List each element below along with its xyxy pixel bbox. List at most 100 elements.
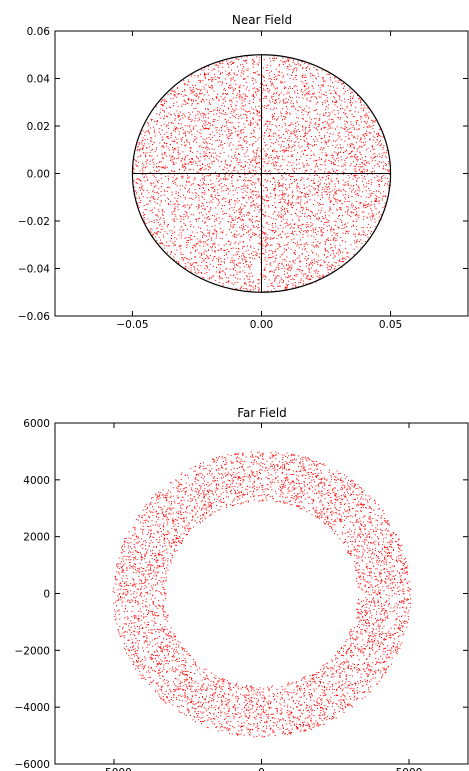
- near-field-point: [372, 122, 374, 124]
- near-field-point: [258, 204, 260, 206]
- near-field-point: [266, 96, 267, 98]
- near-field-point: [304, 149, 305, 151]
- near-field-point: [199, 169, 201, 171]
- near-field-point: [163, 236, 165, 238]
- near-field-point: [290, 131, 292, 133]
- near-field-point: [200, 241, 202, 242]
- near-field-point: [182, 90, 183, 92]
- near-field-point: [258, 166, 260, 168]
- near-field-point: [157, 231, 159, 233]
- near-field-point: [160, 242, 162, 244]
- near-field-point: [286, 189, 288, 191]
- near-field-point: [243, 183, 245, 185]
- near-field-point: [225, 198, 227, 200]
- near-field-point: [352, 178, 354, 180]
- near-field-point: [209, 167, 211, 169]
- near-field-point: [307, 226, 309, 228]
- near-field-point: [262, 196, 264, 198]
- near-field-point: [305, 76, 307, 78]
- near-field-point: [264, 80, 266, 82]
- near-field-point: [259, 288, 261, 290]
- near-field-point: [289, 58, 291, 60]
- near-field-point: [276, 87, 278, 89]
- near-field-point: [311, 262, 313, 264]
- near-field-point: [204, 155, 206, 157]
- near-field-point: [275, 275, 277, 277]
- near-field-point: [233, 264, 235, 266]
- near-field-point: [373, 120, 375, 122]
- near-field-point: [241, 69, 243, 71]
- near-field-point: [198, 204, 200, 206]
- near-field-point: [206, 218, 208, 220]
- near-field-point: [350, 92, 352, 94]
- near-field-point: [327, 188, 329, 190]
- near-field-point: [222, 213, 224, 215]
- near-field-point: [338, 254, 340, 256]
- near-field-point: [249, 268, 251, 270]
- near-field-point: [388, 163, 390, 165]
- near-field-point: [310, 136, 312, 137]
- near-field-point: [308, 164, 310, 166]
- near-field-point: [334, 183, 336, 185]
- near-field-point: [293, 205, 294, 207]
- near-field-point: [383, 191, 385, 193]
- near-field-point: [146, 166, 148, 168]
- near-field-point: [171, 140, 173, 142]
- near-field-point: [354, 191, 356, 193]
- near-field-point: [232, 78, 234, 80]
- near-field-point: [259, 59, 261, 61]
- near-field-point: [230, 242, 232, 244]
- near-field-point: [225, 190, 227, 191]
- near-field-point: [183, 99, 185, 101]
- near-field-point: [303, 184, 305, 186]
- near-field-point: [178, 246, 180, 248]
- near-field-point: [326, 154, 328, 156]
- near-field-point: [214, 221, 215, 222]
- near-field-point: [252, 123, 254, 125]
- near-field-point: [138, 206, 140, 208]
- near-field-point: [196, 232, 198, 234]
- near-field-point: [194, 135, 196, 137]
- near-field-point: [350, 216, 352, 217]
- near-field-point: [136, 191, 138, 193]
- near-field-point: [205, 221, 206, 223]
- near-field-point: [218, 181, 220, 183]
- near-field-point: [299, 260, 301, 262]
- near-field-point: [265, 215, 267, 217]
- near-field-point: [221, 144, 223, 146]
- near-field-point: [381, 178, 383, 179]
- near-field-point: [268, 78, 270, 80]
- near-field-point: [249, 257, 251, 259]
- near-field-point: [173, 113, 175, 115]
- near-field-point: [334, 185, 336, 187]
- near-field-point: [374, 137, 376, 139]
- near-field-point: [289, 202, 291, 204]
- near-field-point: [189, 226, 191, 228]
- near-field-point: [158, 231, 159, 233]
- near-field-point: [235, 210, 237, 212]
- near-field-point: [301, 192, 303, 194]
- near-field-point: [230, 106, 232, 107]
- near-field-point: [337, 235, 338, 237]
- near-field-point: [138, 150, 140, 152]
- near-field-point: [181, 160, 183, 162]
- near-field-point: [224, 166, 226, 168]
- near-field-point: [252, 282, 254, 284]
- near-field-point: [272, 177, 274, 179]
- near-field-point: [271, 79, 273, 81]
- near-field-point: [181, 140, 182, 142]
- near-field-point: [242, 167, 244, 168]
- near-field-point: [319, 119, 321, 121]
- near-field-point: [142, 140, 144, 142]
- near-field-point: [233, 274, 235, 276]
- near-field-point: [235, 74, 237, 76]
- near-field-point: [207, 91, 208, 93]
- near-field-point: [293, 149, 295, 151]
- near-field-point: [369, 193, 371, 195]
- near-field-point: [178, 262, 180, 264]
- near-field-point: [388, 184, 390, 186]
- near-field-point: [349, 110, 350, 112]
- near-field-point: [241, 96, 243, 98]
- near-field-point: [353, 175, 355, 177]
- near-field-point: [347, 129, 349, 130]
